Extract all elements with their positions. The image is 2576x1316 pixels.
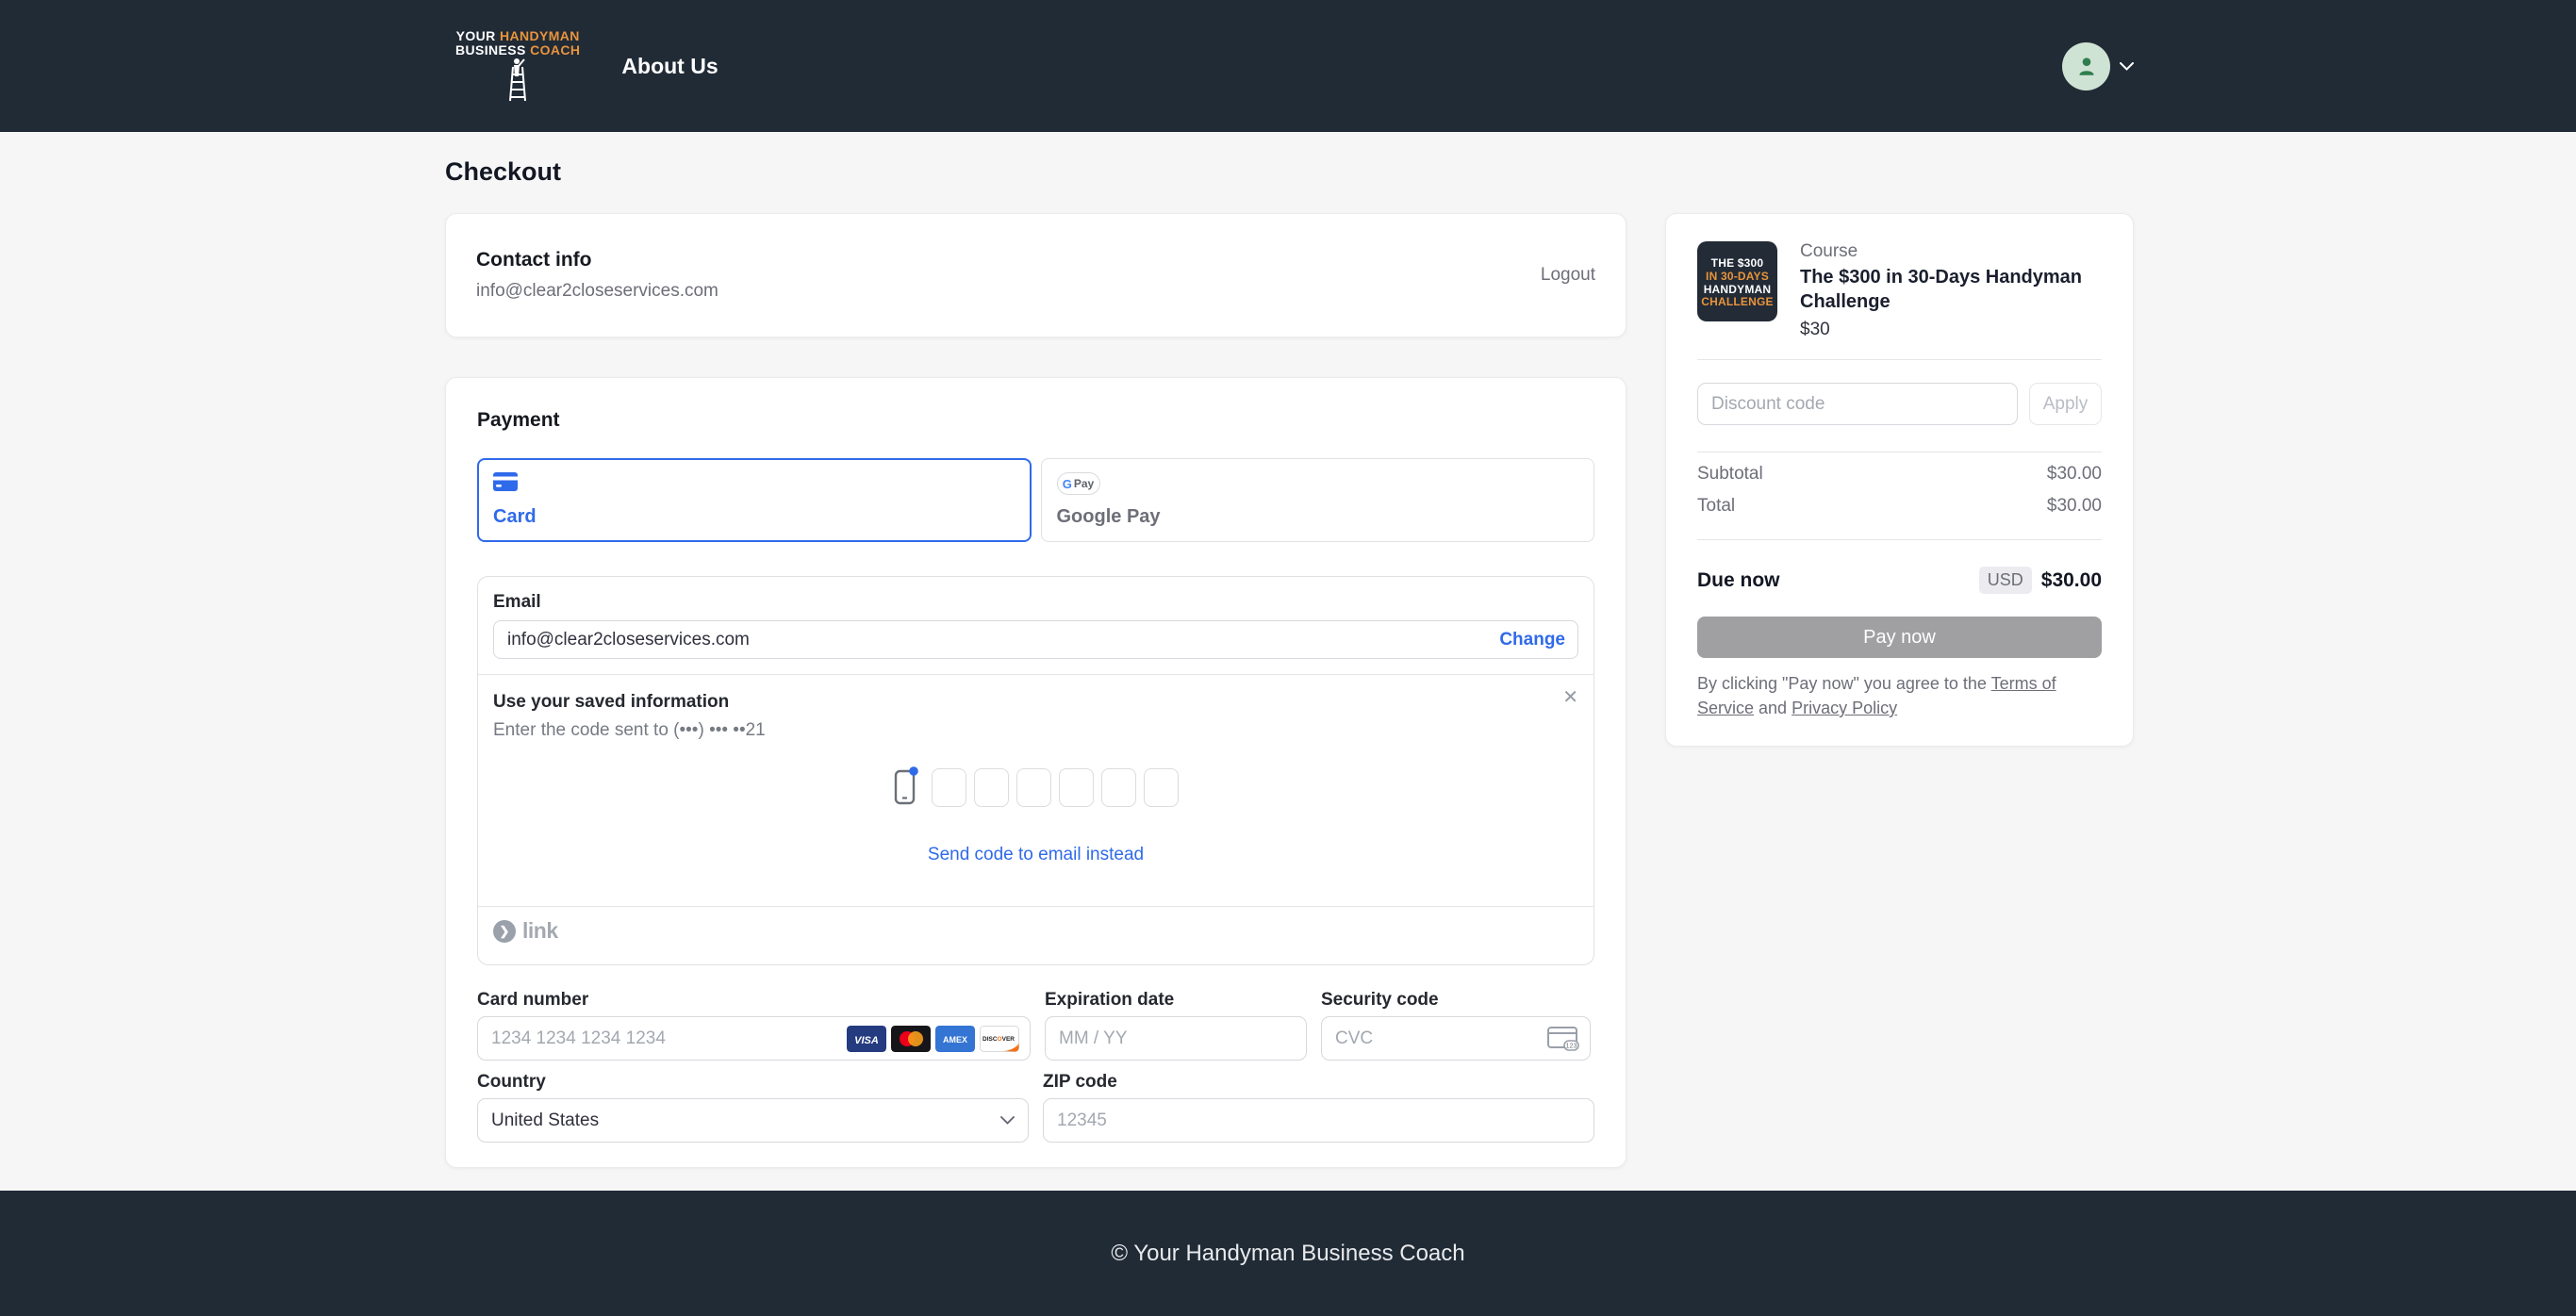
google-pay-icon: G Pay <box>1056 472 1100 495</box>
link-brand-row: ❯ link <box>478 906 1593 953</box>
expiration-input[interactable] <box>1045 1016 1307 1061</box>
visa-icon: VISA <box>847 1025 886 1052</box>
email-label: Email <box>493 592 541 612</box>
logo-text-coach: COACH <box>530 42 581 58</box>
tab-card-label: Card <box>493 506 537 527</box>
privacy-policy-link[interactable]: Privacy Policy <box>1792 699 1898 717</box>
contact-info-card: Contact info info@clear2closeservices.co… <box>445 213 1627 337</box>
country-value: United States <box>491 1110 600 1130</box>
subtotal-label: Subtotal <box>1697 464 1763 484</box>
account-menu[interactable] <box>2062 41 2134 90</box>
logo-text-business: BUSINESS <box>455 42 531 58</box>
code-digit-input[interactable] <box>1143 768 1179 807</box>
divider <box>478 674 1593 675</box>
zip-label: ZIP code <box>1043 1072 1117 1092</box>
contact-info-title: Contact info <box>476 249 592 271</box>
total-value: $30.00 <box>2046 496 2102 516</box>
footer-copyright: © Your Handyman Business Coach <box>1111 1240 1465 1266</box>
due-now-value: $30.00 <box>2040 568 2102 591</box>
terms-of-service-link[interactable]: Terms of Service <box>1697 674 2056 717</box>
ladder-figure-icon <box>509 58 527 101</box>
code-digit-input[interactable] <box>1016 768 1051 807</box>
payment-method-tabs: Card G Pay Google Pay <box>477 458 1594 542</box>
zip-input[interactable] <box>1043 1098 1594 1143</box>
tab-google-pay-label: Google Pay <box>1056 506 1161 527</box>
divider <box>1697 539 2102 540</box>
payment-card: Payment Card G Pay <box>445 377 1627 1168</box>
change-email-link[interactable]: Change <box>1499 629 1565 650</box>
logo-text-handyman: HANDYMAN <box>499 28 580 44</box>
send-code-email-link[interactable]: Send code to email instead <box>927 845 1145 864</box>
total-row: Total $30.00 <box>1697 496 2102 517</box>
top-navbar: YOUR HANDYMAN BUSINESS COACH About Us <box>0 0 2576 132</box>
credit-card-icon <box>493 472 518 491</box>
security-code-label: Security code <box>1321 990 1439 1010</box>
subtotal-value: $30.00 <box>2046 464 2102 484</box>
tab-google-pay[interactable]: G Pay Google Pay <box>1040 458 1594 542</box>
phone-icon <box>894 765 918 810</box>
divider <box>1697 359 2102 360</box>
code-digit-input[interactable] <box>1100 768 1136 807</box>
item-title: The $300 in 30-Days Handyman Challenge <box>1800 267 2083 312</box>
cvc-card-icon: 123 <box>1547 1026 1579 1051</box>
payment-title: Payment <box>477 409 560 431</box>
sms-code-row <box>493 765 1578 810</box>
svg-text:AMEX: AMEX <box>943 1035 967 1045</box>
course-thumbnail: THE $300 IN 30-DAYS HANDYMAN CHALLENGE <box>1697 241 1777 321</box>
item-price: $30 <box>1800 320 1830 339</box>
card-number-label: Card number <box>477 990 589 1010</box>
page-title: Checkout <box>445 157 562 186</box>
saved-info-title: Use your saved information <box>493 692 730 712</box>
close-icon[interactable]: ✕ <box>1562 687 1578 708</box>
email-field[interactable] <box>493 620 1578 659</box>
code-digit-input[interactable] <box>931 768 966 807</box>
terms-text: By clicking "Pay now" you agree to the T… <box>1697 674 2056 717</box>
code-digit-input[interactable] <box>973 768 1009 807</box>
avatar[interactable] <box>2062 41 2110 90</box>
link-auth-box: Email Change Use your saved information … <box>477 576 1594 965</box>
logout-link[interactable]: Logout <box>1540 265 1595 285</box>
pay-now-button[interactable]: Pay now <box>1697 617 2102 658</box>
order-summary-card: THE $300 IN 30-DAYS HANDYMAN CHALLENGE C… <box>1665 213 2134 747</box>
expiration-label: Expiration date <box>1045 990 1175 1010</box>
due-now-label: Due now <box>1697 568 1780 591</box>
link-logo-icon: ❯ <box>493 919 516 943</box>
saved-info-subtitle: Enter the code sent to (•••) ••• ••21 <box>493 720 766 740</box>
contact-email: info@clear2closeservices.com <box>476 281 718 301</box>
code-digit-input[interactable] <box>1058 768 1094 807</box>
logo-text-your: YOUR <box>455 28 500 44</box>
currency-badge: USD <box>1978 567 2032 594</box>
chevron-down-icon <box>1000 1116 1015 1125</box>
discover-icon: DISCOVER <box>980 1025 1019 1052</box>
link-brand-name: link <box>522 918 558 943</box>
item-type: Course <box>1800 241 1858 261</box>
chevron-down-icon[interactable] <box>2120 61 2134 71</box>
country-select[interactable]: United States <box>477 1098 1029 1143</box>
footer: © Your Handyman Business Coach <box>0 1191 2576 1316</box>
nav-about-us[interactable]: About Us <box>621 53 718 78</box>
cvc-input[interactable] <box>1321 1016 1591 1061</box>
svg-text:123: 123 <box>1566 1043 1577 1049</box>
site-logo[interactable]: YOUR HANDYMAN BUSINESS COACH <box>455 29 580 102</box>
svg-text:VISA: VISA <box>854 1035 879 1046</box>
tab-card[interactable]: Card <box>477 458 1032 542</box>
order-item: THE $300 IN 30-DAYS HANDYMAN CHALLENGE C… <box>1697 241 2102 340</box>
svg-text:DISCOVER: DISCOVER <box>983 1036 1015 1043</box>
total-label: Total <box>1697 496 1736 516</box>
person-icon <box>2078 58 2094 75</box>
country-label: Country <box>477 1072 546 1092</box>
apply-discount-button[interactable]: Apply <box>2029 383 2102 425</box>
due-now-row: Due now USD $30.00 <box>1697 567 2102 594</box>
amex-icon: AMEX <box>935 1025 975 1052</box>
card-brand-icons: VISA <box>847 1025 1019 1052</box>
discount-code-input[interactable] <box>1697 383 2018 425</box>
subtotal-row: Subtotal $30.00 <box>1697 464 2102 485</box>
mastercard-icon <box>891 1025 931 1052</box>
